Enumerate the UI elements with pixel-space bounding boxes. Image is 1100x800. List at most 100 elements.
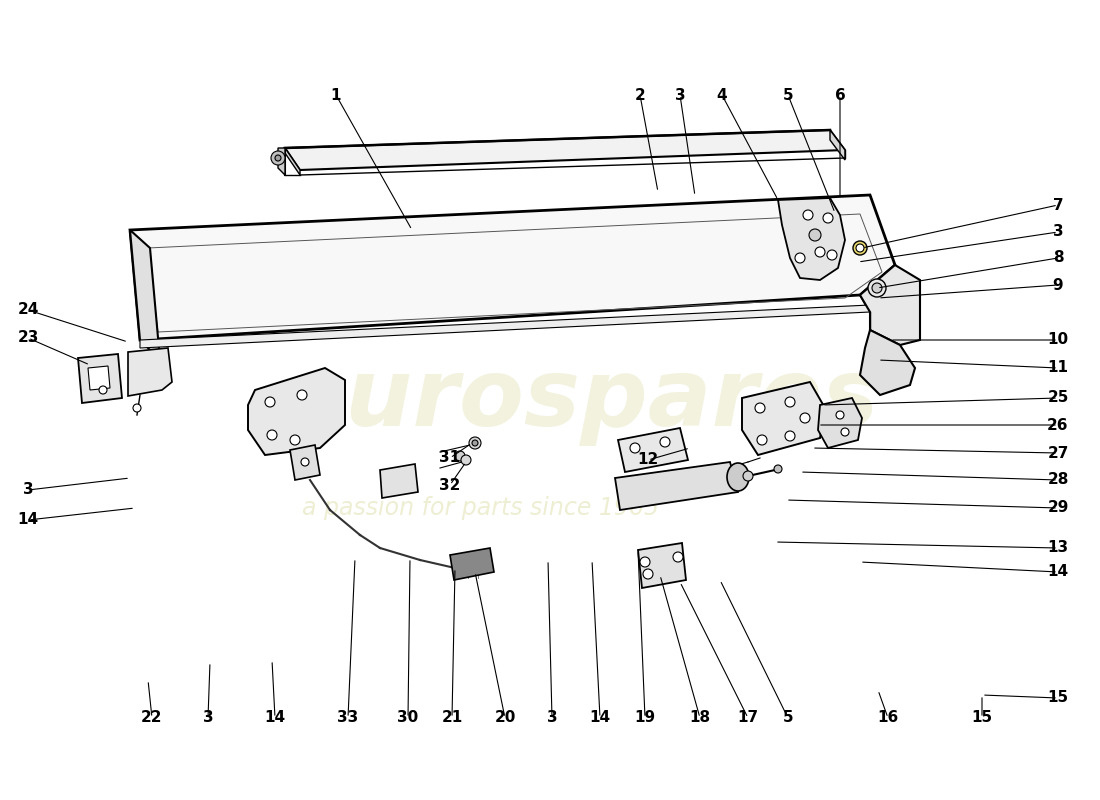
Circle shape	[461, 455, 471, 465]
Text: 30: 30	[397, 710, 419, 726]
Text: a passion for parts since 1965: a passion for parts since 1965	[301, 496, 659, 520]
Polygon shape	[88, 366, 110, 390]
Text: 10: 10	[1047, 333, 1068, 347]
Circle shape	[852, 241, 867, 255]
Polygon shape	[140, 305, 870, 348]
Circle shape	[795, 253, 805, 263]
Circle shape	[827, 250, 837, 260]
Polygon shape	[78, 354, 122, 403]
Circle shape	[673, 552, 683, 562]
Circle shape	[640, 557, 650, 567]
Circle shape	[267, 430, 277, 440]
Circle shape	[455, 451, 465, 461]
Circle shape	[133, 404, 141, 412]
Text: 13: 13	[1047, 541, 1068, 555]
Text: 3: 3	[547, 710, 558, 726]
Text: 33: 33	[338, 710, 359, 726]
Text: 31: 31	[439, 450, 461, 466]
Text: 18: 18	[690, 710, 711, 726]
Circle shape	[757, 435, 767, 445]
Circle shape	[99, 386, 107, 394]
Text: eurospares: eurospares	[282, 354, 879, 446]
Text: 17: 17	[737, 710, 759, 726]
Circle shape	[785, 397, 795, 407]
Polygon shape	[830, 130, 845, 160]
Text: 14: 14	[590, 710, 610, 726]
Text: 19: 19	[635, 710, 656, 726]
Text: 15: 15	[971, 710, 992, 726]
Circle shape	[823, 213, 833, 223]
Text: 14: 14	[1047, 565, 1068, 579]
Circle shape	[660, 437, 670, 447]
Text: 22: 22	[141, 710, 163, 726]
Polygon shape	[248, 368, 345, 455]
Polygon shape	[130, 195, 895, 340]
Text: 23: 23	[18, 330, 38, 346]
Circle shape	[472, 440, 478, 446]
Text: 14: 14	[264, 710, 286, 726]
Text: 3: 3	[1053, 225, 1064, 239]
Text: 3: 3	[23, 482, 33, 498]
Ellipse shape	[727, 463, 749, 491]
Circle shape	[803, 210, 813, 220]
Circle shape	[265, 397, 275, 407]
Polygon shape	[290, 445, 320, 480]
Polygon shape	[130, 230, 159, 360]
Text: 7: 7	[1053, 198, 1064, 213]
Circle shape	[297, 390, 307, 400]
Text: 8: 8	[1053, 250, 1064, 266]
Circle shape	[800, 413, 810, 423]
Text: 25: 25	[1047, 390, 1069, 406]
Circle shape	[785, 431, 795, 441]
Text: 28: 28	[1047, 473, 1069, 487]
Text: 6: 6	[835, 87, 846, 102]
Polygon shape	[778, 198, 845, 280]
Text: 11: 11	[1047, 361, 1068, 375]
Polygon shape	[379, 464, 418, 498]
Circle shape	[271, 151, 285, 165]
Circle shape	[755, 403, 764, 413]
Text: 14: 14	[18, 513, 38, 527]
Circle shape	[469, 437, 481, 449]
Circle shape	[275, 155, 280, 161]
Text: 20: 20	[494, 710, 516, 726]
Circle shape	[774, 465, 782, 473]
Polygon shape	[618, 428, 688, 472]
Text: 29: 29	[1047, 501, 1069, 515]
Text: 4: 4	[717, 87, 727, 102]
Text: 3: 3	[202, 710, 213, 726]
Polygon shape	[615, 462, 738, 510]
Text: 12: 12	[637, 453, 659, 467]
Text: 27: 27	[1047, 446, 1069, 461]
Text: 16: 16	[878, 710, 899, 726]
Polygon shape	[742, 382, 825, 455]
Polygon shape	[818, 398, 862, 448]
Polygon shape	[638, 543, 686, 588]
Text: 5: 5	[783, 87, 793, 102]
Circle shape	[742, 471, 754, 481]
Text: 1: 1	[331, 87, 341, 102]
Text: 5: 5	[783, 710, 793, 726]
Circle shape	[808, 229, 821, 241]
Circle shape	[630, 443, 640, 453]
Circle shape	[290, 435, 300, 445]
Polygon shape	[278, 148, 285, 175]
Text: 2: 2	[635, 87, 646, 102]
Polygon shape	[860, 265, 920, 345]
Circle shape	[842, 428, 849, 436]
Circle shape	[868, 279, 886, 297]
Text: 9: 9	[1053, 278, 1064, 293]
Text: 26: 26	[1047, 418, 1069, 433]
Polygon shape	[285, 130, 845, 170]
Polygon shape	[860, 330, 915, 395]
Circle shape	[872, 283, 882, 293]
Text: 15: 15	[1047, 690, 1068, 706]
Polygon shape	[285, 148, 300, 175]
Text: 32: 32	[439, 478, 461, 493]
Circle shape	[644, 569, 653, 579]
Circle shape	[815, 247, 825, 257]
Text: 21: 21	[441, 710, 463, 726]
Polygon shape	[860, 265, 905, 312]
Polygon shape	[128, 348, 172, 396]
Circle shape	[836, 411, 844, 419]
